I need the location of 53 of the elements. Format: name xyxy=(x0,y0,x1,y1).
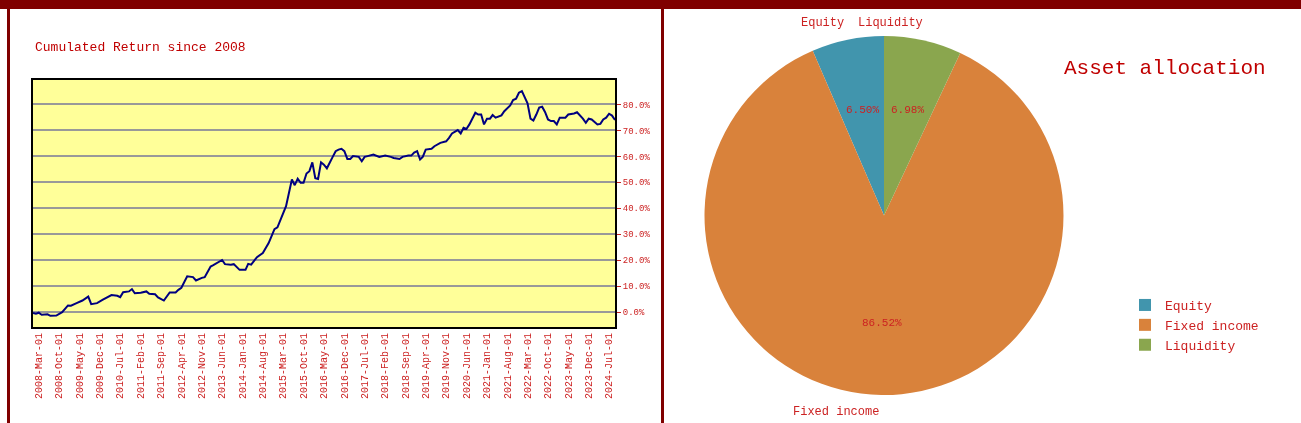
y-tick-label: 80.0% xyxy=(622,100,651,111)
x-tick-label: 2015-Mar-01 xyxy=(278,333,290,400)
x-tick-label: 2020-Jun-01 xyxy=(461,333,473,400)
x-tick-label: 2018-Sep-01 xyxy=(400,333,412,400)
x-tick-label: 2016-May-01 xyxy=(319,333,331,400)
x-tick-label: 2023-May-01 xyxy=(563,333,575,400)
x-tick-label: 2018-Feb-01 xyxy=(380,333,392,400)
y-tick-label: 40.0% xyxy=(622,204,651,215)
y-tick-label: 20.0% xyxy=(622,256,651,267)
x-tick-label: 2014-Jan-01 xyxy=(237,333,249,400)
x-tick-label: 2009-Dec-01 xyxy=(95,333,107,400)
x-tick-label: 2022-Oct-01 xyxy=(543,333,555,400)
x-tick-label: 2011-Feb-01 xyxy=(135,333,147,400)
legend-label: Fixed income xyxy=(1165,318,1259,334)
x-tick-label: 2019-Apr-01 xyxy=(420,333,432,400)
pie-slice xyxy=(812,36,884,216)
x-tick-label: 2008-Mar-01 xyxy=(33,333,45,400)
slice-label: Liquidity xyxy=(858,16,923,30)
x-tick-label: 2009-May-01 xyxy=(74,333,86,400)
x-tick-label: 2012-Nov-01 xyxy=(197,333,209,400)
x-tick-label: 2021-Aug-01 xyxy=(502,333,514,400)
pie-slice xyxy=(884,36,961,216)
data-label: 6.98% xyxy=(891,104,925,116)
x-tick-label: 2008-Oct-01 xyxy=(54,333,66,400)
data-label: 86.52% xyxy=(862,317,903,329)
legend-label: Equity xyxy=(1165,299,1213,315)
pie-slice xyxy=(704,50,1064,395)
x-tick-label: 2021-Jan-01 xyxy=(482,333,494,400)
slice-label: Equity xyxy=(801,16,845,30)
line-series xyxy=(33,90,615,317)
x-tick-label: 2015-Oct-01 xyxy=(298,333,310,400)
x-tick-label: 2010-Jul-01 xyxy=(115,333,127,400)
x-tick-label: 2019-Nov-01 xyxy=(441,333,453,400)
y-tick-label: 60.0% xyxy=(622,152,651,163)
y-tick-label: 50.0% xyxy=(622,178,651,189)
x-tick-label: 2024-Jul-01 xyxy=(604,333,616,400)
data-label: 6.50% xyxy=(846,104,880,116)
x-tick-label: 2014-Aug-01 xyxy=(258,333,270,400)
y-tick-label: 70.0% xyxy=(622,126,651,137)
slice-label: Fixed income xyxy=(793,405,880,419)
y-tick-label: 10.0% xyxy=(622,282,651,293)
x-tick-label: 2013-Jun-01 xyxy=(217,333,229,400)
chart-title: Cumulated Return since 2008 xyxy=(35,40,246,55)
y-tick-label: 30.0% xyxy=(622,230,651,241)
x-tick-label: 2023-Dec-01 xyxy=(583,333,595,400)
x-tick-label: 2022-Mar-01 xyxy=(522,333,534,400)
x-tick-label: 2012-Apr-01 xyxy=(176,333,188,400)
x-tick-label: 2016-Dec-01 xyxy=(339,333,351,400)
y-tick-label: 0.0% xyxy=(622,308,645,319)
x-tick-label: 2017-Jul-01 xyxy=(359,333,371,400)
legend-label: Liquidity xyxy=(1165,338,1236,354)
text: Asset allocation xyxy=(1064,57,1266,80)
x-tick-label: 2011-Sep-01 xyxy=(156,333,168,400)
